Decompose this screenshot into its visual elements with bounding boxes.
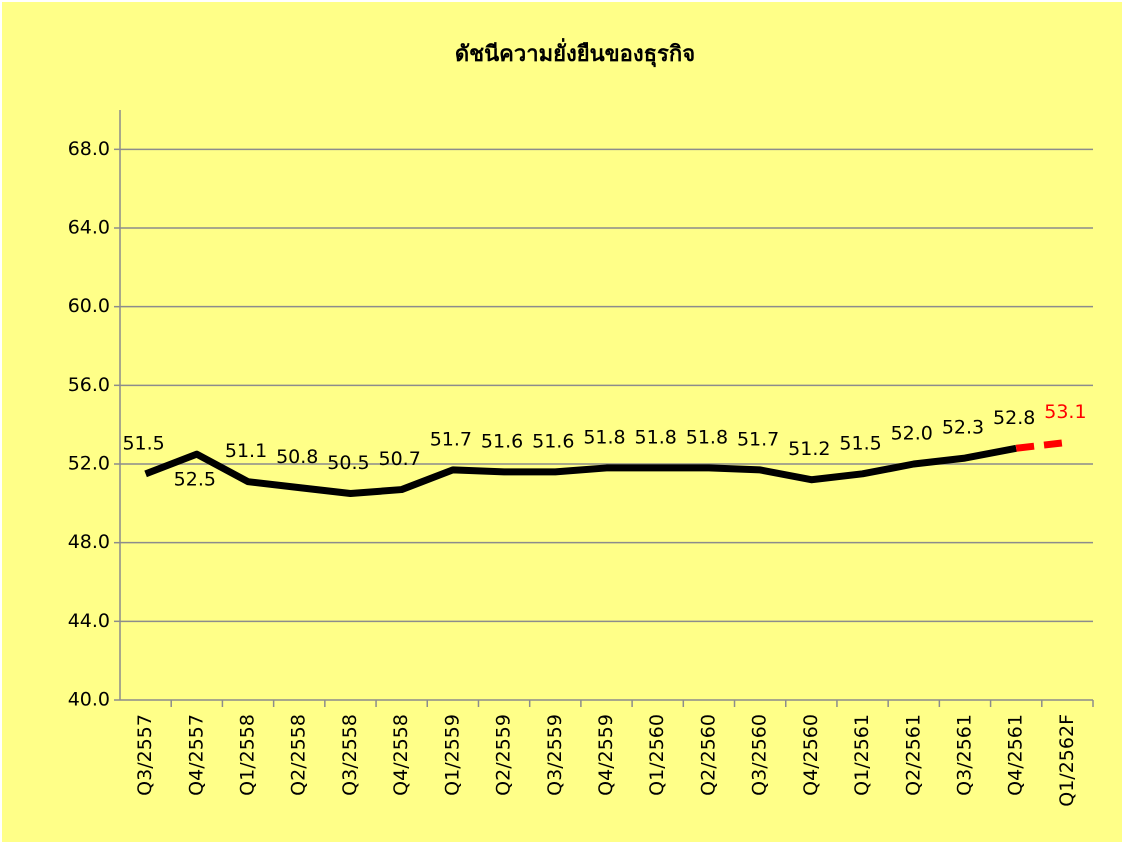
x-tick-label: Q1/2560	[646, 714, 668, 796]
x-tick-label: Q3/2558	[339, 714, 361, 796]
data-label: 51.5	[839, 432, 881, 454]
x-tick-label: Q1/2561	[851, 714, 873, 796]
x-tick-label: Q4/2557	[185, 714, 207, 796]
chart-title: ดัชนีความยั่งยืนของธุรกิจ	[455, 37, 695, 68]
line	[1015, 438, 1068, 452]
x-tick-label: Q1/2559	[441, 714, 463, 796]
y-tick-label: 44.0	[68, 610, 110, 632]
x-tick-label: Q4/2559	[595, 714, 617, 796]
x-tick-label: Q3/2557	[134, 714, 156, 796]
y-tick-label: 64.0	[68, 217, 110, 239]
data-label: 50.8	[276, 446, 318, 468]
data-label: 51.5	[122, 432, 164, 454]
data-label: 50.5	[327, 452, 369, 474]
x-tick-label: Q4/2558	[390, 714, 412, 796]
x-tick-label: Q4/2560	[800, 714, 822, 796]
data-label: 51.7	[430, 428, 472, 450]
y-tick-label: 56.0	[68, 374, 110, 396]
data-label: 51.1	[225, 440, 267, 462]
x-tick-label: Q2/2558	[288, 714, 310, 796]
x-tick-label: Q2/2561	[902, 714, 924, 796]
y-tick-label: 68.0	[68, 138, 110, 160]
data-label: 52.0	[891, 423, 933, 445]
x-tick-label: Q2/2559	[493, 714, 515, 796]
data-label: 50.7	[379, 448, 421, 470]
x-tick-label: Q3/2560	[749, 714, 771, 796]
line	[144, 444, 1017, 497]
data-label: 51.8	[583, 426, 625, 448]
x-tick-label: Q3/2559	[544, 714, 566, 796]
x-tick-label: Q3/2561	[953, 714, 975, 796]
x-tick-label: Q2/2560	[697, 714, 719, 796]
x-tick-label: Q1/2558	[237, 714, 259, 796]
x-tick-label: Q4/2561	[1005, 714, 1027, 796]
data-label: 51.2	[788, 438, 830, 460]
data-label: 51.6	[481, 430, 523, 452]
data-label: 51.6	[532, 430, 574, 452]
y-tick-label: 40.0	[68, 689, 110, 711]
y-tick-label: 48.0	[68, 531, 110, 553]
data-label: 52.3	[942, 417, 984, 439]
data-label: 51.8	[635, 426, 677, 448]
y-tick-label: 60.0	[68, 295, 110, 317]
data-label: 53.1	[1044, 401, 1086, 423]
y-tick-label: 52.0	[68, 453, 110, 475]
data-label: 51.7	[737, 428, 779, 450]
x-tick-label: Q1/2562F	[1056, 714, 1078, 807]
data-label: 52.5	[174, 469, 216, 491]
data-label: 52.8	[993, 407, 1035, 429]
data-label: 51.8	[686, 426, 728, 448]
